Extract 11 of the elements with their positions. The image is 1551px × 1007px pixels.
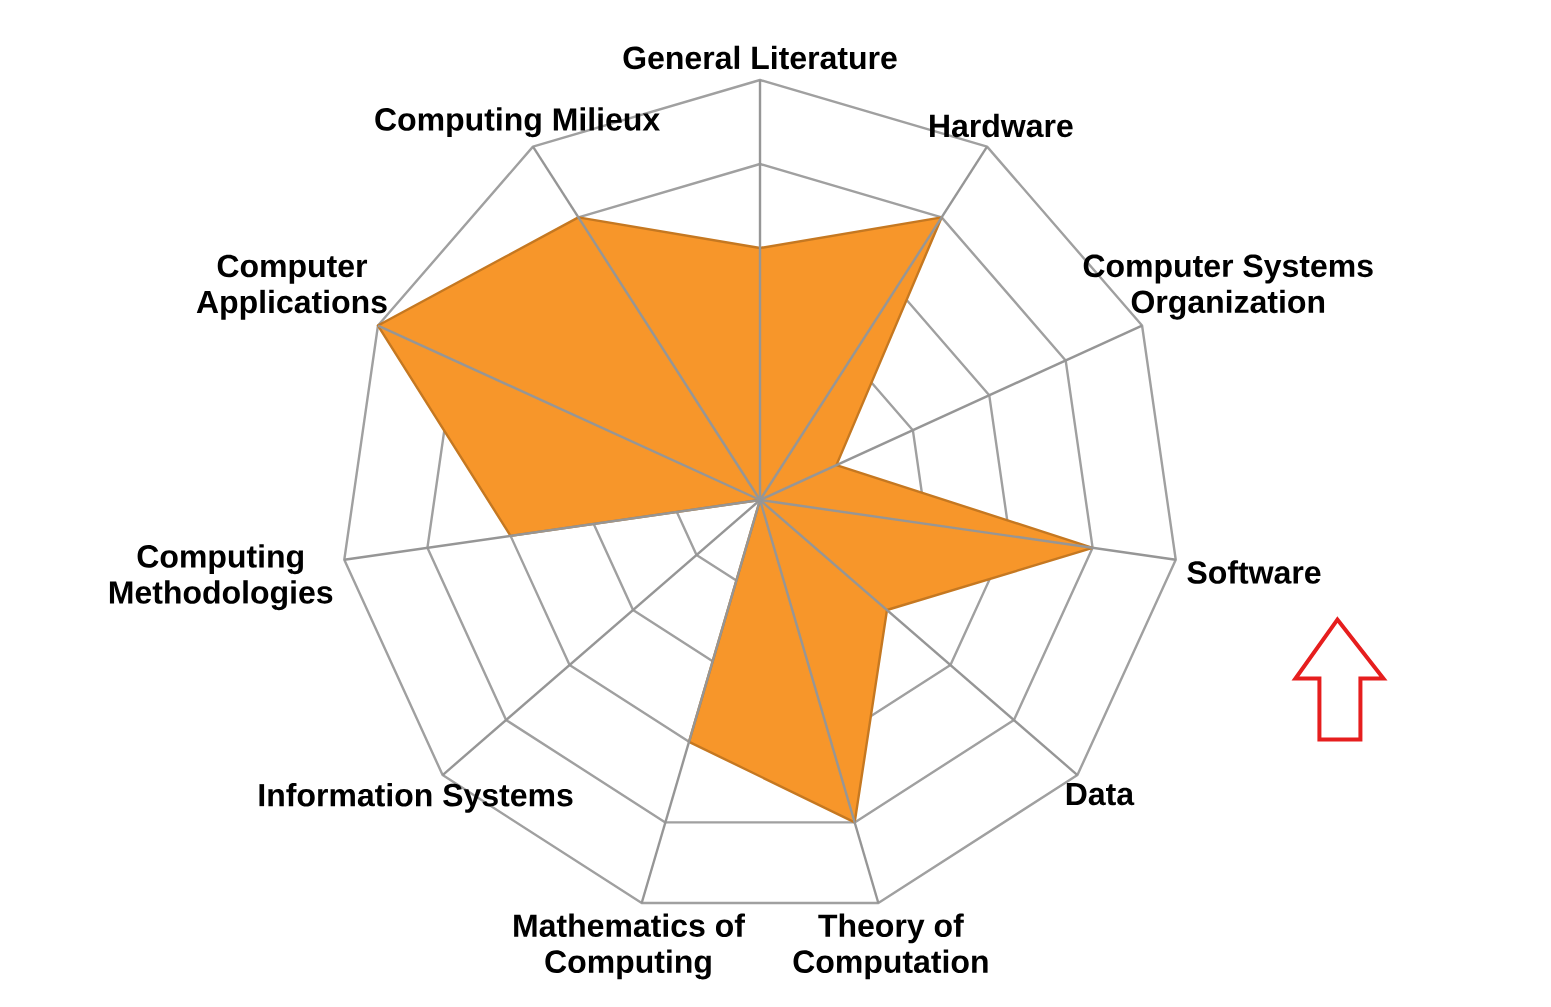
spoke-label: Computing Milieux xyxy=(375,107,660,138)
spoke-label: Mathematics of Computing xyxy=(514,913,745,980)
spoke-label: Computing Methodologies xyxy=(109,544,333,611)
spoke-label: General Literature xyxy=(623,45,897,70)
spoke-label: Information Systems xyxy=(259,782,573,813)
spoke-label: Computer Systems Organization xyxy=(1083,254,1373,320)
spoke-label: Hardware xyxy=(930,113,1073,138)
spoke-label: Software xyxy=(1187,560,1321,584)
spoke-label: Data xyxy=(1066,782,1135,806)
spoke-label: Computer Applications xyxy=(196,254,387,320)
spoke-label: Theory of Computation xyxy=(793,913,988,980)
